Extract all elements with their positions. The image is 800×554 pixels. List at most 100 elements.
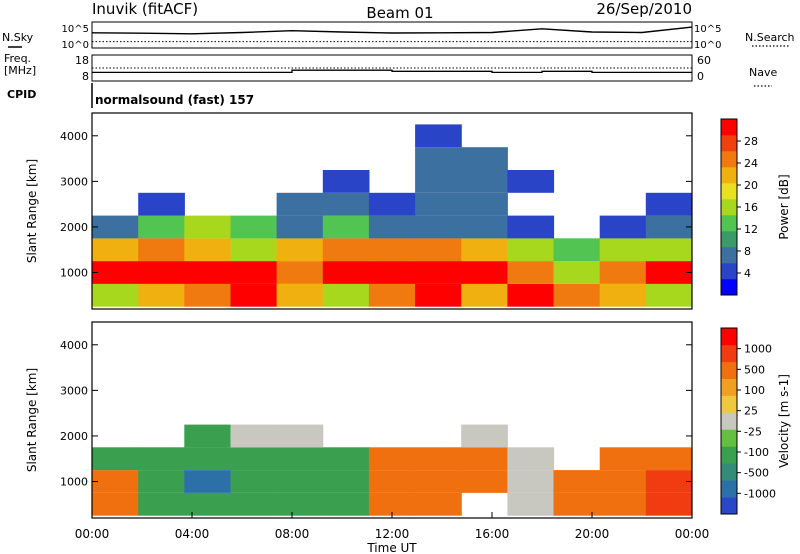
velocity-colorbar-step	[721, 480, 737, 498]
power-cell	[645, 283, 693, 307]
power-cell	[645, 192, 693, 216]
x-tick-label: 12:00	[375, 527, 410, 541]
power-cell	[415, 238, 462, 262]
power-cell	[599, 215, 647, 239]
power-colorbar-step	[721, 263, 737, 280]
power-cell	[322, 170, 370, 193]
power-colorbar-tick-label: 4	[744, 267, 751, 280]
power-cell	[184, 238, 231, 262]
velocity-cell	[553, 492, 601, 516]
velocity-colorbar-tick-label: 25	[744, 405, 758, 418]
velocity-colorbar-step	[721, 395, 737, 413]
power-cell	[92, 215, 139, 239]
velocity-cell	[368, 447, 416, 471]
velocity-cell	[322, 470, 370, 493]
power-cell	[645, 261, 693, 284]
power-cell	[138, 215, 185, 239]
power-cell	[276, 283, 324, 307]
station-title: Inuvik (fitACF)	[92, 0, 198, 18]
velocity-cell	[184, 447, 231, 471]
velocity-colorbar: 1000 500 100 25 -25 -100 -500 -1000 Velocity [m…	[720, 327, 791, 515]
power-cell	[507, 238, 555, 262]
power-colorbar-step	[721, 119, 737, 136]
power-cell	[553, 261, 601, 284]
cpid-text: normalsound (fast) 157	[95, 93, 254, 107]
nsearch-label: N.Search	[745, 31, 795, 44]
power-cell	[138, 283, 185, 307]
power-colorbar-step	[721, 135, 737, 152]
velocity-ytick-label: 2000	[60, 430, 88, 443]
velocity-colorbar-tick-label: 1000	[744, 343, 772, 356]
velocity-cell	[415, 492, 462, 516]
power-colorbar: 28 24 20 16 12 8 4 Power [dB]	[720, 118, 791, 296]
x-tick-label: 20:00	[575, 527, 610, 541]
freq-tick-low: 8	[82, 70, 89, 83]
power-colorbar-tick-label: 8	[744, 245, 751, 258]
power-cell	[415, 261, 462, 284]
power-cell	[322, 238, 370, 262]
velocity-colorbar-tick-label: -500	[744, 467, 769, 480]
velocity-colorbar-step	[721, 378, 737, 396]
velocity-cell	[230, 447, 278, 471]
power-cell	[322, 215, 370, 239]
power-cell	[461, 147, 508, 170]
nave-tick-high: 60	[697, 54, 711, 67]
velocity-cell	[92, 447, 139, 471]
power-colorbar-step	[721, 231, 737, 248]
nsky-panel: N.Sky 10^5 10^0 10^5 10^0 N.Search	[2, 21, 795, 51]
velocity-cell	[599, 447, 647, 471]
power-cell	[599, 261, 647, 284]
power-ytick-label: 3000	[60, 175, 88, 188]
x-tick-label: 00:00	[75, 527, 110, 541]
velocity-colorbar-tick-label: -1000	[744, 487, 776, 500]
velocity-cell	[461, 447, 508, 471]
power-cell	[507, 283, 555, 307]
power-colorbar-step	[721, 215, 737, 232]
power-colorbar-tick-label: 24	[744, 157, 758, 170]
power-cell	[553, 238, 601, 262]
freq-tick-high: 18	[75, 54, 89, 67]
power-cell	[322, 192, 370, 216]
velocity-colorbar-step	[721, 497, 737, 515]
velocity-cell	[322, 492, 370, 516]
power-cell	[230, 215, 278, 239]
x-tick-label: 00:00	[675, 527, 710, 541]
velocity-cell	[138, 447, 185, 471]
velocity-cell	[184, 470, 231, 493]
velocity-cell	[276, 447, 324, 471]
power-cell	[415, 147, 462, 170]
power-colorbar-label: Power [dB]	[777, 174, 791, 239]
power-cell	[184, 215, 231, 239]
power-colorbar-tick-label: 28	[744, 135, 758, 148]
velocity-cell	[553, 470, 601, 493]
nsearch-tick-high: 10^5	[694, 24, 721, 35]
cpid-label: CPID	[7, 88, 36, 101]
nsky-tick-low: 10^0	[62, 40, 89, 51]
velocity-cell	[184, 424, 231, 448]
power-cell	[92, 261, 139, 284]
x-tick-label: 16:00	[475, 527, 510, 541]
power-colorbar-tick-label: 20	[744, 179, 758, 192]
power-ylabel: Slant Range [km]	[25, 159, 39, 263]
velocity-cell	[368, 492, 416, 516]
power-cell	[415, 215, 462, 239]
power-cell	[461, 192, 508, 216]
velocity-cell	[92, 492, 139, 516]
velocity-colorbar-tick-label: 500	[744, 363, 765, 376]
power-cell	[507, 261, 555, 284]
velocity-cell	[276, 424, 324, 448]
date-title: 26/Sep/2010	[596, 0, 692, 18]
power-colorbar-frame	[720, 118, 738, 296]
power-ytick-label: 1000	[60, 267, 88, 280]
freq-label: Freq.	[4, 52, 31, 65]
velocity-cell	[276, 470, 324, 493]
power-cell	[368, 261, 416, 284]
velocity-colorbar-frame	[720, 327, 738, 515]
velocity-cell	[230, 424, 278, 448]
velocity-colorbar-step	[721, 463, 737, 481]
power-cell	[461, 261, 508, 284]
power-cell	[368, 192, 416, 216]
power-colorbar-step	[721, 183, 737, 200]
power-cell	[138, 238, 185, 262]
